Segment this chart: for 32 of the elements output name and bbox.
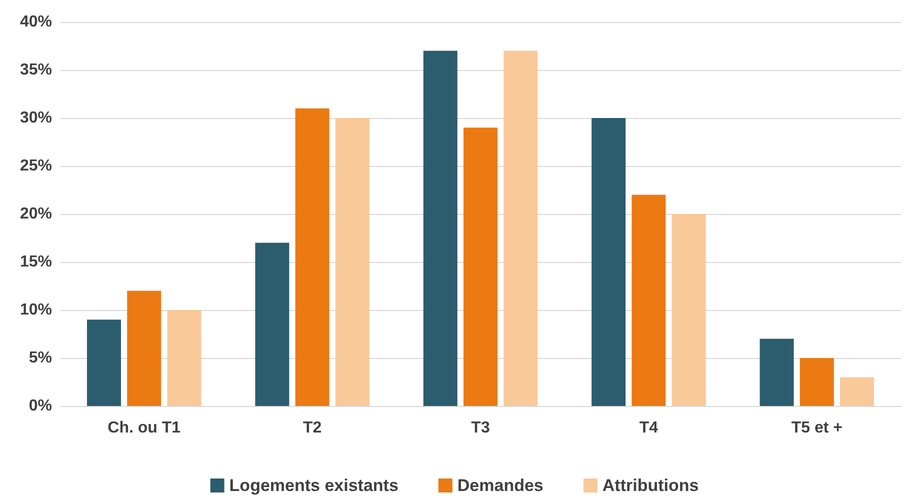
legend-label: Logements existants xyxy=(229,476,398,495)
bar xyxy=(167,310,202,406)
x-tick-label: T3 xyxy=(471,420,490,436)
bar xyxy=(504,50,538,406)
bar xyxy=(464,128,498,406)
x-tick-label: T4 xyxy=(639,420,658,436)
legend-label: Demandes xyxy=(457,476,544,495)
y-tick-label: 15% xyxy=(20,254,52,270)
bar xyxy=(295,108,330,406)
x-tick-label: Ch. ou T1 xyxy=(108,420,181,436)
y-tick-label: 0% xyxy=(28,398,52,414)
y-tick-label: 30% xyxy=(20,110,52,126)
bar xyxy=(632,194,666,406)
y-tick-label: 20% xyxy=(20,206,52,222)
bar xyxy=(335,118,370,406)
y-tick-label: 5% xyxy=(28,350,52,366)
bar xyxy=(800,358,834,406)
legend-label: Attributions xyxy=(602,476,699,495)
x-tick-label: T5 et + xyxy=(791,420,842,436)
y-tick-label: 35% xyxy=(20,62,52,78)
y-tick-label: 10% xyxy=(20,302,52,318)
bar xyxy=(423,50,458,406)
x-tick-label: T2 xyxy=(302,420,322,436)
bar xyxy=(592,118,626,406)
bar xyxy=(760,338,794,406)
bar xyxy=(840,377,874,406)
bar xyxy=(672,214,706,406)
bar xyxy=(127,290,162,406)
y-tick-label: 25% xyxy=(20,158,52,174)
bar xyxy=(86,320,121,406)
y-tick-label: 40% xyxy=(20,14,52,30)
bar xyxy=(255,242,290,406)
